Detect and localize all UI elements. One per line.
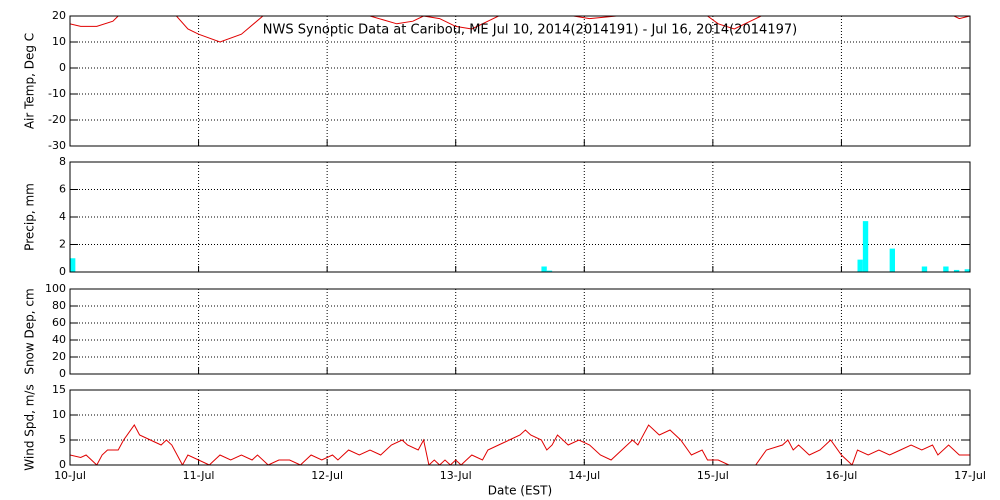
y-axis-title: Air Temp, Deg C <box>23 33 37 129</box>
chart-title: NWS Synoptic Data at Caribou, ME Jul 10,… <box>263 23 797 38</box>
y-tick-label: 0 <box>59 265 66 278</box>
y-tick-label: 10 <box>52 408 66 421</box>
y-tick-label: 100 <box>45 282 66 295</box>
bar <box>546 270 553 272</box>
y-tick-label: 80 <box>52 299 66 312</box>
y-axis-title: Wind Spd, m/s <box>23 384 37 470</box>
bar <box>70 258 76 272</box>
x-tick-label: 13-Jul <box>440 469 472 482</box>
bar <box>953 269 960 272</box>
y-tick-label: -10 <box>48 87 66 100</box>
y-tick-label: 6 <box>59 183 66 196</box>
bar <box>541 266 547 272</box>
y-tick-label: 4 <box>59 210 66 223</box>
x-tick-label: 16-Jul <box>825 469 857 482</box>
y-tick-label: 0 <box>59 458 66 471</box>
x-tick-label: 15-Jul <box>697 469 729 482</box>
y-tick-label: 15 <box>52 383 66 396</box>
bar <box>889 248 895 272</box>
bar <box>921 266 928 272</box>
x-axis-title: Date (EST) <box>488 484 552 498</box>
data-line <box>70 424 970 465</box>
y-tick-label: 0 <box>59 61 66 74</box>
bar <box>857 259 863 272</box>
x-tick-label: 11-Jul <box>183 469 215 482</box>
y-tick-label: 40 <box>52 333 66 346</box>
y-tick-label: -20 <box>48 113 66 126</box>
x-tick-label: 10-Jul <box>54 469 86 482</box>
plot-border <box>69 15 971 147</box>
y-axis-title: Snow Dep, cm <box>23 288 37 374</box>
y-tick-label: 0 <box>59 367 66 380</box>
y-tick-label: 8 <box>59 155 66 168</box>
bar <box>943 266 949 272</box>
bar <box>862 221 869 272</box>
data-line <box>70 16 970 43</box>
y-tick-label: -30 <box>48 139 66 152</box>
y-tick-label: 20 <box>52 350 66 363</box>
x-tick-label: 12-Jul <box>311 469 343 482</box>
y-tick-label: 60 <box>52 316 66 329</box>
x-tick-label: 14-Jul <box>568 469 600 482</box>
y-tick-label: 2 <box>59 238 66 251</box>
y-tick-label: 10 <box>52 35 66 48</box>
bar <box>964 269 970 272</box>
plot-border <box>69 288 971 375</box>
y-tick-label: 5 <box>59 433 66 446</box>
y-axis-title: Precip, mm <box>23 183 37 251</box>
plot-border <box>69 161 971 273</box>
x-tick-label: 17-Jul <box>954 469 986 482</box>
y-tick-label: 20 <box>52 9 66 22</box>
plot-border <box>69 389 971 466</box>
